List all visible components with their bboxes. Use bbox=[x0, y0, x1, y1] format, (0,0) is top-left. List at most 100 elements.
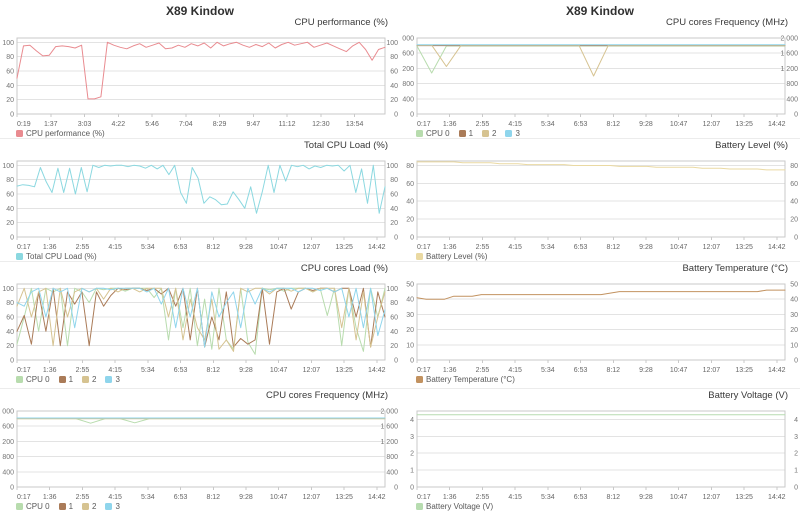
x-tick-label: 9:28 bbox=[239, 244, 253, 250]
legend-label: Battery Voltage (V) bbox=[426, 501, 494, 511]
y-tick-label: 0 bbox=[410, 235, 414, 242]
plot: 2 000 2 000 1 600 1 600 1 200 1 200 800 800 400 4… bbox=[400, 36, 798, 128]
x-tick-label: 12:07 bbox=[703, 367, 721, 373]
legend: CPU 0 1 2 3 bbox=[0, 373, 400, 385]
x-tick-label: 13:25 bbox=[735, 367, 753, 373]
axes: 2 000 2 000 1 600 1 600 1 200 1 200 800 800 400 4… bbox=[0, 409, 398, 501]
chart-battery-temperature: Battery Temperature (°C) 50 50 40 40 30 30 20 20… bbox=[400, 262, 800, 389]
x-tick-label: 14:42 bbox=[768, 244, 786, 250]
legend-label: 1 bbox=[68, 374, 74, 384]
x-tick-label: 6:53 bbox=[574, 494, 588, 500]
legend-label: CPU performance (%) bbox=[26, 128, 105, 138]
x-tick-label: 8:29 bbox=[213, 121, 227, 127]
legend-swatch-icon bbox=[416, 502, 423, 510]
y-tick-label: 60 bbox=[390, 68, 398, 75]
legend-item: Battery Voltage (V) bbox=[416, 502, 493, 511]
x-tick-label: 5:34 bbox=[541, 244, 555, 250]
y-tick-label: 20 bbox=[390, 97, 398, 104]
legend-item: 3 bbox=[105, 502, 120, 511]
x-tick-label: 6:53 bbox=[174, 244, 188, 250]
x-tick-label: 8:12 bbox=[206, 244, 220, 250]
y-tick-label: 1 200 bbox=[0, 439, 14, 446]
legend-swatch-icon bbox=[82, 502, 90, 510]
legend-label: 1 bbox=[68, 501, 74, 511]
x-tick-label: 1:36 bbox=[443, 244, 457, 250]
chart-title: Battery Temperature (°C) bbox=[682, 263, 788, 274]
x-tick-label: 6:53 bbox=[574, 367, 588, 373]
legend-label: CPU 0 bbox=[26, 501, 50, 511]
x-tick-label: 3:03 bbox=[78, 121, 92, 127]
chart-battery-voltage-partial: Battery Voltage (V) 4 4 3 3 2 2 1 1 0 0 0:17 1:36 2:5… bbox=[400, 389, 800, 528]
y-tick-label: 0 bbox=[794, 485, 798, 492]
y-tick-label: 0 bbox=[394, 235, 398, 242]
x-tick-label: 1:36 bbox=[43, 494, 57, 500]
y-tick-label: 2 bbox=[410, 451, 414, 458]
x-tick-label: 8:12 bbox=[606, 244, 620, 250]
chart-title: CPU cores Load (%) bbox=[300, 263, 388, 274]
chart-cpu-cores-frequency: CPU cores Frequency (MHz) 2 000 2 000 1 600… bbox=[400, 16, 800, 139]
x-tick-label: 6:53 bbox=[574, 121, 588, 127]
legend: CPU performance (%) bbox=[0, 127, 400, 138]
legend-label: 3 bbox=[515, 128, 520, 138]
x-tick-label: 2:55 bbox=[76, 494, 90, 500]
x-tick-label: 0:17 bbox=[417, 244, 431, 250]
x-tick-label: 4:22 bbox=[111, 121, 125, 127]
y-tick-label: 0 bbox=[410, 358, 414, 365]
x-tick-label: 2:55 bbox=[76, 244, 90, 250]
x-tick-label: 7:04 bbox=[179, 121, 193, 127]
x-tick-label: 2:55 bbox=[476, 367, 490, 373]
y-tick-label: 80 bbox=[406, 163, 414, 170]
x-tick-label: 10:47 bbox=[270, 367, 288, 373]
axes: 4 43 32 21 10 00:17 1:36 2:55 4:15 5:34 6:53 8:12 9:… bbox=[410, 410, 798, 500]
y-tick-label: 20 bbox=[6, 97, 14, 104]
x-tick-label: 1:36 bbox=[443, 367, 457, 373]
y-tick-label: 10 bbox=[790, 342, 798, 349]
x-tick-label: 8:12 bbox=[606, 494, 620, 500]
y-tick-label: 20 bbox=[790, 217, 798, 224]
y-tick-label: 0 bbox=[794, 112, 798, 119]
x-tick-label: 6:53 bbox=[174, 367, 188, 373]
chart-title: CPU cores Frequency (MHz) bbox=[666, 17, 788, 28]
x-tick-label: 4:15 bbox=[108, 244, 122, 250]
device-title-left: X89 Kindow bbox=[165, 4, 234, 18]
y-tick-label: 20 bbox=[390, 220, 398, 227]
y-tick-label: 400 bbox=[402, 96, 414, 103]
x-tick-label: 0:17 bbox=[17, 367, 31, 373]
y-tick-label: 20 bbox=[790, 327, 798, 334]
x-tick-label: 10:47 bbox=[270, 494, 288, 500]
x-tick-label: 12:07 bbox=[303, 367, 321, 373]
x-tick-label: 14:42 bbox=[368, 367, 386, 373]
legend-swatch-icon bbox=[16, 375, 23, 383]
x-tick-label: 13:54 bbox=[346, 121, 364, 127]
y-tick-label: 0 bbox=[10, 358, 14, 365]
x-tick-label: 1:36 bbox=[43, 367, 57, 373]
legend-item: 3 bbox=[105, 375, 120, 384]
legend-item: Total CPU Load (%) bbox=[16, 252, 97, 261]
legend: Battery Temperature (°C) bbox=[400, 373, 800, 385]
series-line-0 bbox=[416, 289, 786, 300]
y-tick-label: 2 bbox=[794, 451, 798, 458]
chart-total-cpu-load: Total CPU Load (%) 100 100 80 80 60 60 40 40 20 20… bbox=[0, 139, 400, 262]
y-tick-label: 20 bbox=[6, 343, 14, 350]
y-tick-label: 20 bbox=[6, 220, 14, 227]
x-tick-label: 4:15 bbox=[508, 367, 522, 373]
y-tick-label: 4 bbox=[794, 417, 798, 424]
y-tick-label: 30 bbox=[790, 312, 798, 319]
y-tick-label: 40 bbox=[790, 297, 798, 304]
y-tick-label: 400 bbox=[386, 469, 398, 476]
y-tick-label: 1 600 bbox=[400, 51, 414, 58]
y-tick-label: 1 600 bbox=[780, 51, 798, 58]
x-tick-label: 2:55 bbox=[76, 367, 90, 373]
y-tick-label: 60 bbox=[6, 68, 14, 75]
y-tick-label: 80 bbox=[390, 300, 398, 307]
legend-swatch-icon bbox=[58, 502, 66, 510]
legend-swatch-icon bbox=[416, 129, 423, 137]
chart-cpu-cores-frequency-partial: CPU cores Frequency (MHz) 2 000 2 000 1 600… bbox=[0, 389, 400, 528]
x-tick-label: 4:15 bbox=[508, 121, 522, 127]
legend: Battery Voltage (V) bbox=[400, 500, 800, 512]
